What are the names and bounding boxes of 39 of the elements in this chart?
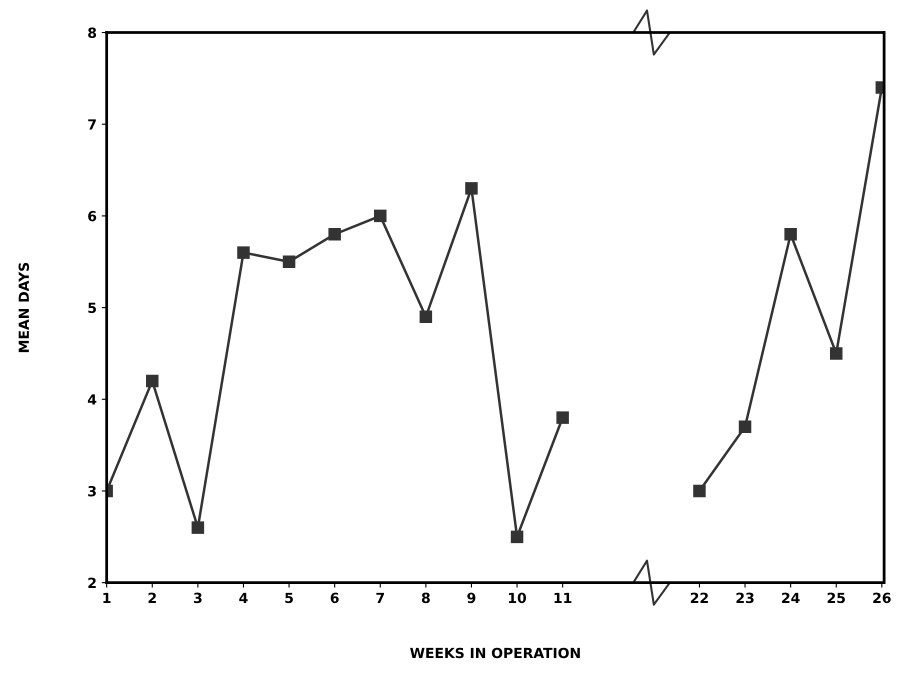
x-tick-label: 6 [330,592,339,604]
x-tick-label: 8 [422,592,430,604]
x-tick-label: 4 [239,592,248,603]
x-tick-label: 5 [285,592,293,604]
y-tick-label: 4 [88,394,96,405]
y-tick-label: 7 [88,119,96,130]
x-tick-label: 10 [508,592,526,604]
x-tick-label: 7 [376,592,384,603]
point [510,530,524,544]
y-tick-label: 3 [88,486,96,496]
x-tick-label: 9 [467,592,476,604]
point [420,310,432,324]
x-tick-label: 26 [873,592,891,604]
point [830,347,842,360]
x-tick-label: 11 [554,592,572,603]
x-tick-label: 2 [148,592,156,603]
x-tick-label: 24 [782,592,800,603]
point [784,228,797,240]
x-tick-label: 3 [194,592,202,604]
point [328,228,341,240]
y-tick-label: 8 [88,27,96,38]
y-tick-label: 6 [88,210,96,222]
y-axis-title: MEAN DAYS [18,262,30,352]
point [237,246,250,259]
point [738,420,752,434]
point [146,374,159,388]
point [282,256,296,268]
point [192,521,204,534]
point [465,182,478,195]
point [693,484,706,498]
x-tick-label: 22 [690,592,708,603]
x-tick-label: 25 [828,592,845,604]
y-tick-label: 5 [88,302,96,314]
y-tick-label: 2 [88,578,96,588]
point [374,210,387,222]
x-tick-label: 23 [736,592,754,604]
point [556,411,569,424]
x-axis-title: WEEKS IN OPERATION [410,648,580,658]
x-tick-label: 1 [103,592,111,603]
